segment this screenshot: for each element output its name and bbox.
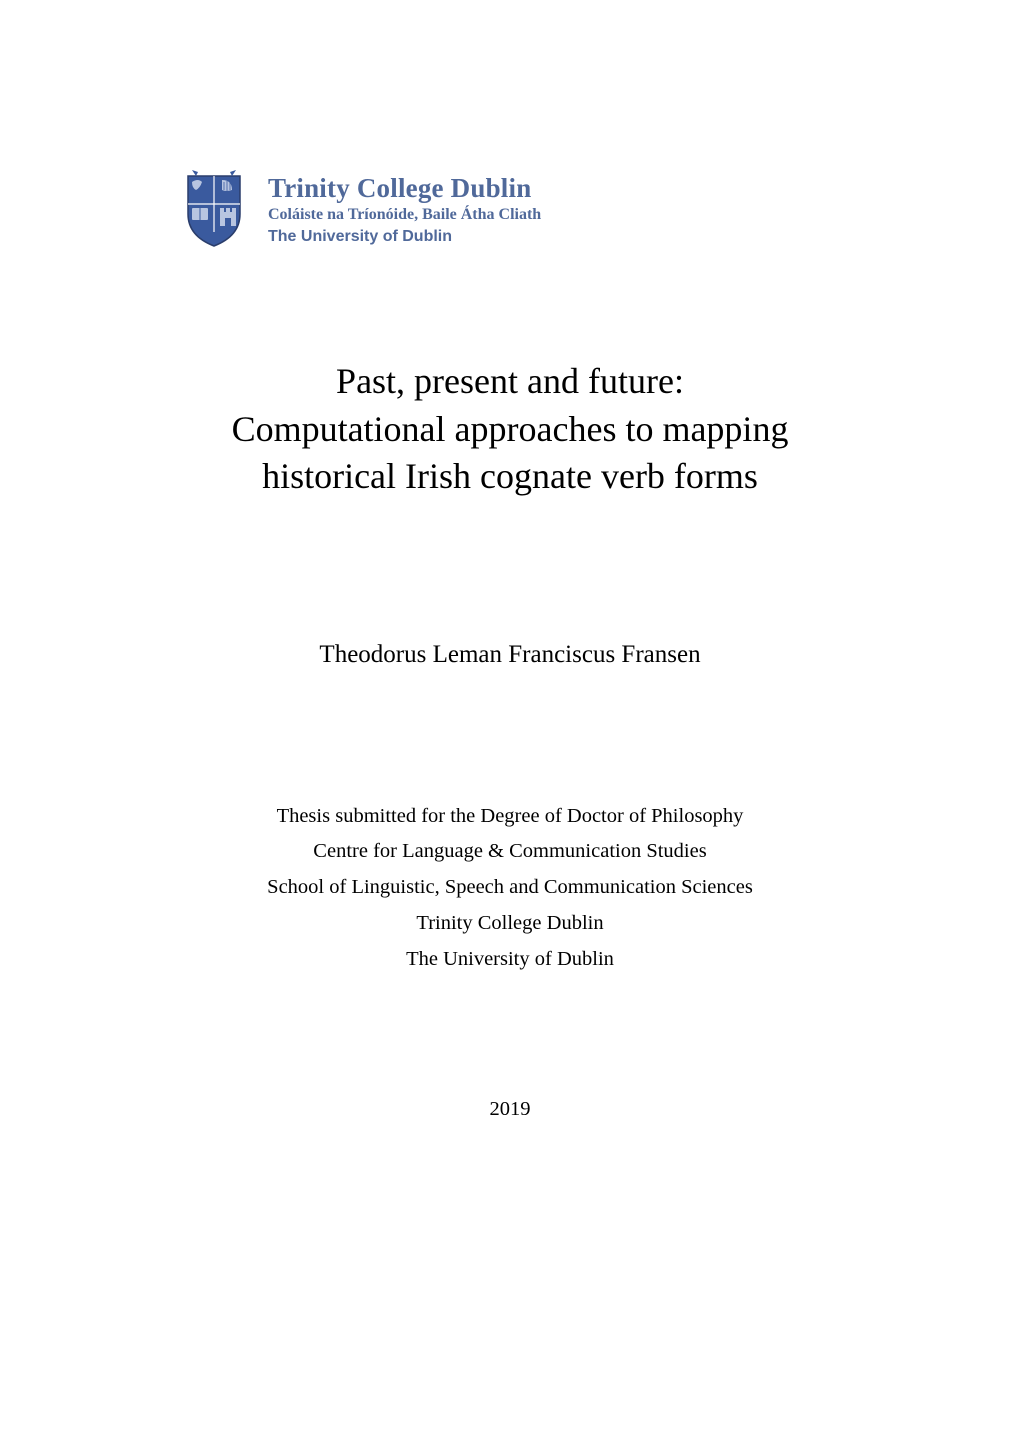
submission-year: 2019 [120, 1098, 900, 1121]
institution-name-en: Trinity College Dublin [268, 173, 541, 204]
title-line-3: historical Irish cognate verb forms [262, 456, 758, 496]
title-line-2: Computational approaches to mapping [232, 409, 789, 449]
author-name: Theodorus Leman Franciscus Fransen [120, 641, 900, 669]
affiliation-line-1: Thesis submitted for the Degree of Docto… [277, 805, 744, 827]
affiliation-line-4: Trinity College Dublin [416, 912, 603, 934]
thesis-title: Past, present and future: Computational … [150, 358, 870, 501]
title-line-1: Past, present and future: [336, 361, 684, 401]
affiliation-line-5: The University of Dublin [406, 948, 614, 970]
institution-name-ga: Coláiste na Tríonóide, Baile Átha Cliath [268, 206, 541, 224]
affiliation-line-3: School of Linguistic, Speech and Communi… [267, 876, 753, 898]
institution-logo-block: Trinity College Dublin Coláiste na Tríon… [178, 170, 900, 248]
affiliation-line-2: Centre for Language & Communication Stud… [313, 840, 706, 862]
university-crest-icon [178, 170, 250, 248]
institution-logo-text: Trinity College Dublin Coláiste na Tríon… [268, 173, 541, 246]
institution-subtitle: The University of Dublin [268, 228, 541, 246]
affiliation-block: Thesis submitted for the Degree of Docto… [120, 799, 900, 978]
